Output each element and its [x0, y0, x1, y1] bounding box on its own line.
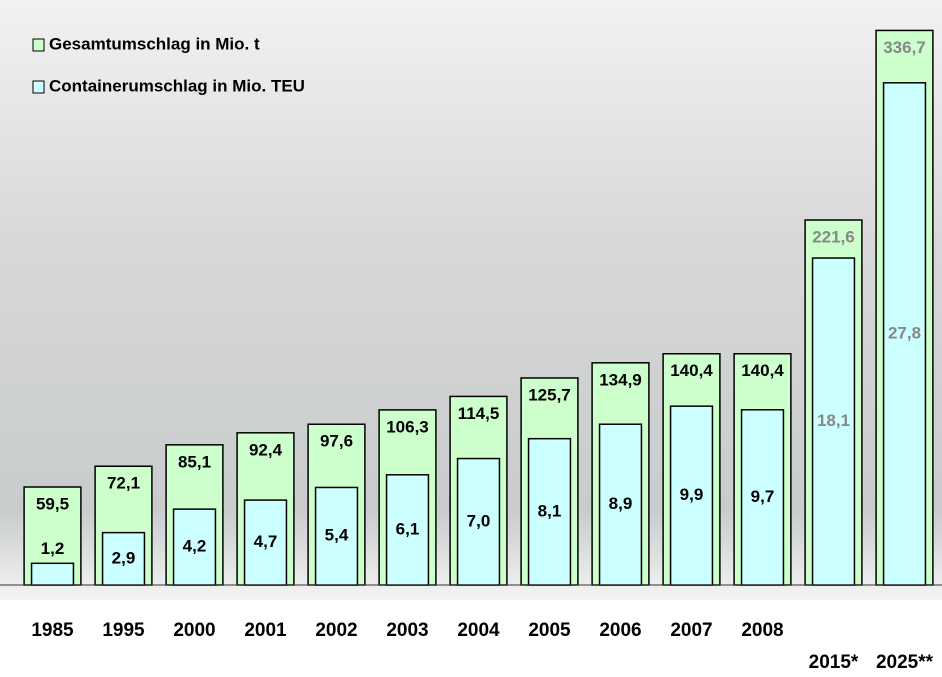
value-label: 221,6 — [812, 227, 855, 246]
value-label: 18,1 — [817, 411, 850, 430]
legend-swatch — [32, 38, 45, 52]
value-label: 1,2 — [41, 539, 65, 558]
bar — [385, 474, 430, 586]
legend-swatch — [32, 80, 45, 94]
x-tick-label: 2025** — [876, 652, 934, 673]
value-label: 114,5 — [458, 404, 500, 423]
value-label: 97,6 — [320, 432, 353, 451]
value-label: 7,0 — [467, 511, 491, 530]
bar — [598, 423, 643, 586]
x-tick-label: 2007 — [670, 620, 712, 641]
x-tick-label: 2004 — [457, 620, 500, 641]
value-label: 4,7 — [254, 532, 278, 551]
value-label: 72,1 — [107, 474, 140, 493]
bar — [811, 257, 856, 586]
x-tick-label: 2006 — [599, 620, 641, 641]
x-tick-label: 1985 — [31, 620, 74, 641]
bar — [172, 508, 217, 586]
value-label: 9,7 — [751, 487, 775, 506]
value-label: 85,1 — [178, 452, 211, 471]
value-label: 27,8 — [888, 323, 921, 342]
legend-label: Gesamtumschlag in Mio. t — [49, 34, 260, 53]
value-label: 8,1 — [538, 501, 562, 520]
x-tick-label: 2002 — [315, 620, 357, 641]
x-tick-label: 2005 — [528, 620, 571, 641]
x-tick-label: 2008 — [741, 620, 783, 641]
value-label: 6,1 — [396, 519, 420, 538]
bar — [740, 409, 785, 586]
bar — [527, 437, 572, 586]
value-label: 140,4 — [670, 361, 713, 380]
value-label: 336,7 — [883, 38, 926, 57]
bar — [882, 82, 927, 586]
bar — [669, 405, 714, 586]
x-tick-label: 2001 — [244, 620, 287, 641]
x-tick-label: 2000 — [173, 620, 215, 641]
legend-label: Containerumschlag in Mio. TEU — [49, 76, 305, 95]
value-label: 92,4 — [249, 440, 283, 459]
value-label: 2,9 — [112, 548, 136, 567]
bar — [314, 486, 359, 586]
value-label: 140,4 — [741, 361, 784, 380]
value-label: 9,9 — [680, 485, 704, 504]
bar — [30, 562, 75, 586]
value-label: 5,4 — [325, 526, 349, 545]
x-tick-label: 2003 — [386, 620, 428, 641]
bar — [101, 531, 146, 586]
footer-background — [0, 600, 942, 677]
value-label: 59,5 — [36, 494, 69, 513]
value-label: 8,9 — [609, 494, 633, 513]
x-tick-label: 2015* — [809, 652, 859, 673]
bar — [456, 457, 501, 586]
bar — [243, 499, 288, 586]
value-label: 106,3 — [386, 417, 429, 436]
value-label: 4,2 — [183, 537, 207, 556]
value-label: 125,7 — [528, 385, 571, 404]
x-tick-label: 1995 — [102, 620, 145, 641]
value-label: 134,9 — [599, 370, 642, 389]
